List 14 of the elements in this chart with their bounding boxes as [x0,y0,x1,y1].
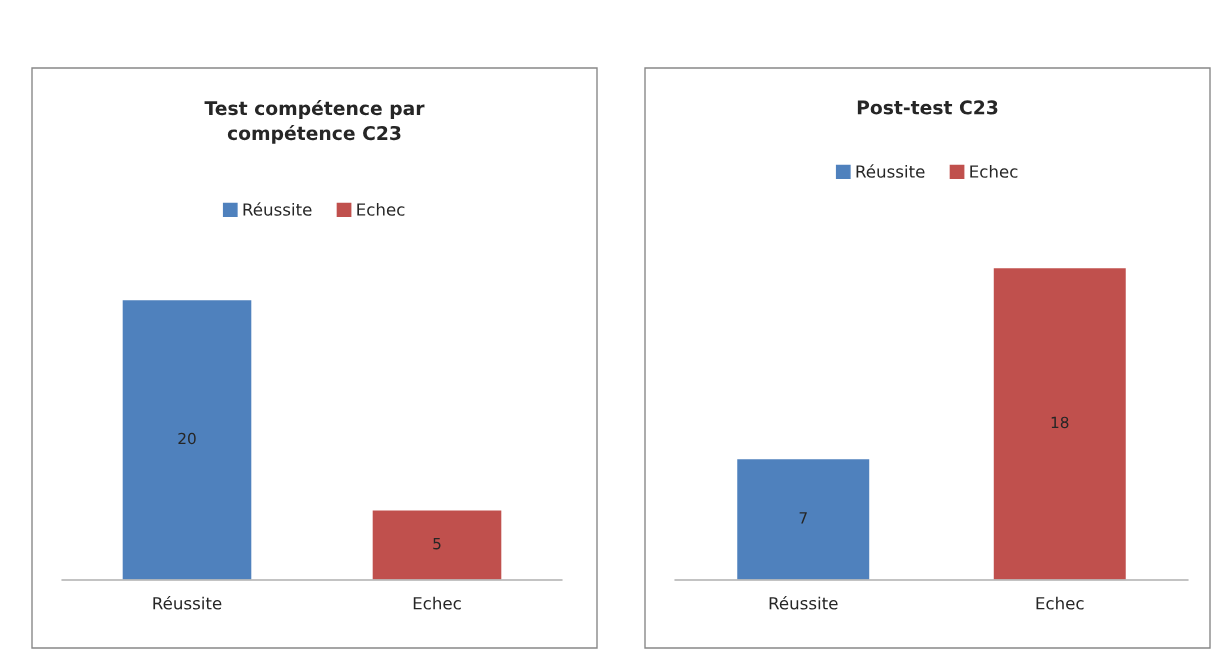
legend-label: Réussite [243,202,312,216]
data-label: 18 [1051,416,1069,429]
legend-label: Echec [357,202,405,216]
legend-label: Echec [970,164,1018,178]
chart-title: Post-test C23 [857,100,998,115]
chart-title: Test compétence par compétence C23 [204,100,425,144]
x-tick-label: Echec [413,596,461,610]
data-label: 7 [799,512,807,524]
x-tick-label: Réussite [153,596,222,610]
x-tick-label: Réussite [769,596,838,610]
x-tick-label: Echec [1036,596,1084,610]
legend-label: Réussite [856,164,925,178]
data-label: 5 [433,538,441,550]
data-label: 20 [178,432,196,445]
